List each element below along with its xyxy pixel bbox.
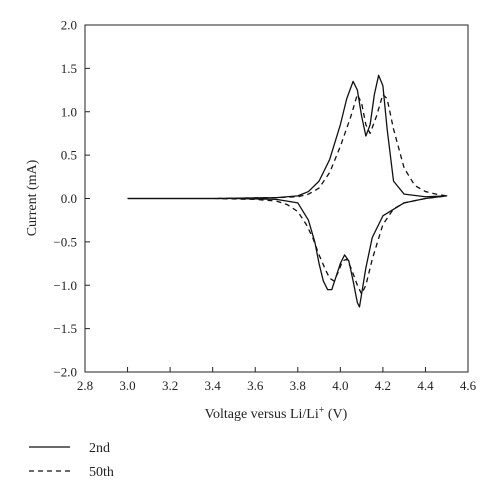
legend: 2nd 50th — [29, 441, 114, 480]
legend-label-2nd: 2nd — [89, 441, 110, 456]
x-axis-title-main: Voltage versus Li/Li — [205, 407, 319, 422]
y-tick-label: −0.5 — [53, 234, 77, 249]
x-axis: 2.8 3.0 3.2 3.4 3.6 3.8 4.0 4.2 4.4 4.6 — [77, 367, 477, 393]
y-tick-label: 1.5 — [61, 61, 77, 76]
y-tick-label: −1.5 — [53, 321, 77, 336]
x-tick-label: 4.0 — [332, 378, 348, 393]
x-tick-label: 3.6 — [247, 378, 264, 393]
legend-label-50th: 50th — [89, 465, 114, 480]
y-tick-label: −1.0 — [53, 278, 77, 293]
x-tick-label: 3.8 — [290, 378, 306, 393]
x-axis-title-unit: (V) — [324, 407, 347, 422]
x-tick-label: 4.6 — [460, 378, 477, 393]
x-tick-label: 3.0 — [119, 378, 135, 393]
y-tick-label: −2.0 — [53, 365, 77, 380]
x-tick-label: 3.2 — [162, 378, 178, 393]
x-tick-label: 2.8 — [77, 378, 93, 393]
y-axis: 2.0 1.5 1.0 0.5 0.0 −0.5 −1.0 −1.5 −2.0 — [53, 18, 90, 380]
y-tick-label: 0.0 — [61, 191, 77, 206]
y-axis-title: Current (mA) — [25, 159, 40, 236]
series-line-2nd — [127, 74, 448, 308]
y-tick-label: 2.0 — [61, 18, 77, 33]
x-tick-label: 4.2 — [375, 378, 391, 393]
x-tick-label: 4.4 — [417, 378, 434, 393]
series-line-50th — [127, 93, 448, 295]
y-tick-label: 0.5 — [61, 148, 77, 163]
x-tick-label: 3.4 — [205, 378, 222, 393]
x-axis-title: Voltage versus Li/Li+ (V) — [205, 405, 348, 423]
series-layer — [127, 74, 448, 308]
y-tick-label: 1.0 — [61, 104, 77, 119]
x-axis-title-sup: + — [319, 405, 325, 416]
